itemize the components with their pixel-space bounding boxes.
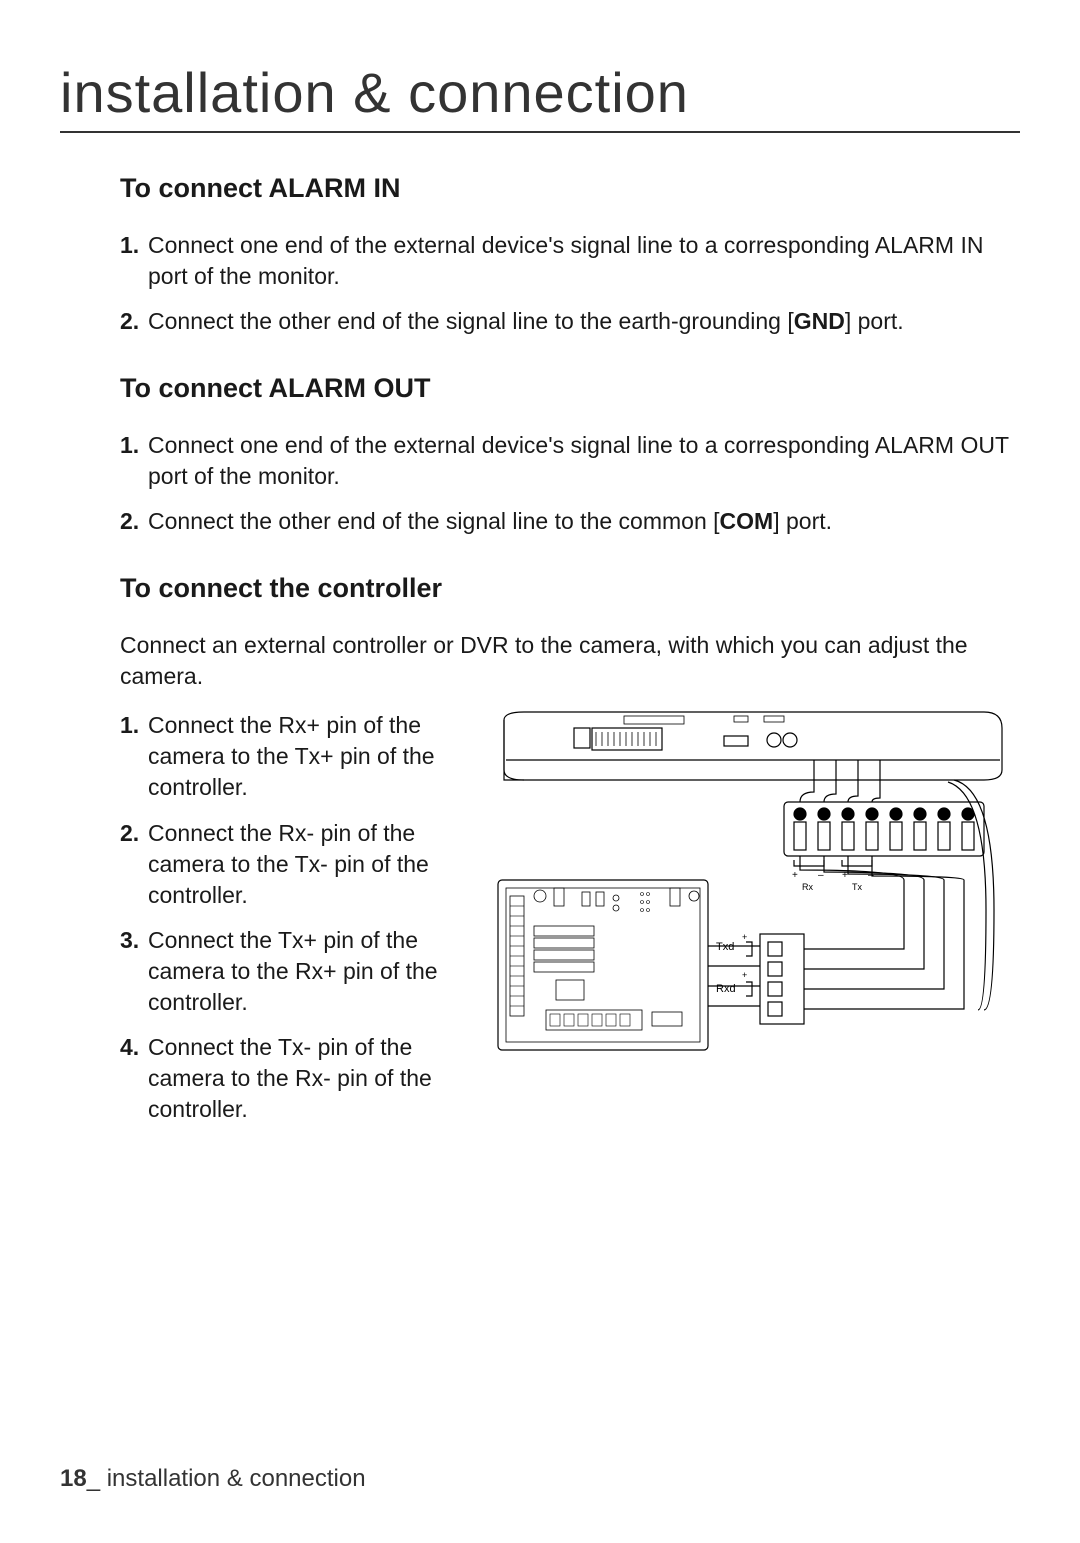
step: 1.Connect one end of the external device… bbox=[120, 430, 1020, 492]
steps-alarm-in: 1.Connect one end of the external device… bbox=[120, 230, 1020, 337]
wiring-diagram: Txd Rxd + + + – + – Rx Tx bbox=[484, 710, 1004, 1070]
step: 2.Connect the other end of the signal li… bbox=[120, 506, 1020, 537]
section-alarm-out: To connect ALARM OUT 1.Connect one end o… bbox=[120, 373, 1020, 537]
step-text: Connect the Tx+ pin of the camera to the… bbox=[148, 927, 438, 1015]
label-plus: + bbox=[742, 932, 747, 942]
label-tx: Tx bbox=[852, 882, 862, 892]
step-text: Connect one end of the external device's… bbox=[148, 232, 983, 289]
step-text: Connect the Rx+ pin of the camera to the… bbox=[148, 712, 435, 800]
step-text: Connect one end of the external device's… bbox=[148, 432, 1009, 489]
page-number: 18 bbox=[60, 1465, 87, 1492]
step: 2.Connect the other end of the signal li… bbox=[120, 306, 1020, 337]
heading-alarm-out: To connect ALARM OUT bbox=[120, 373, 1020, 404]
step-text: Connect the other end of the signal line… bbox=[148, 308, 904, 334]
footer-text: _ installation & connection bbox=[87, 1465, 366, 1492]
label-plus: + bbox=[742, 970, 747, 980]
section-alarm-in: To connect ALARM IN 1.Connect one end of… bbox=[120, 173, 1020, 337]
step: 1.Connect one end of the external device… bbox=[120, 230, 1020, 292]
step: 1.Connect the Rx+ pin of the camera to t… bbox=[120, 710, 460, 803]
step: 4.Connect the Tx- pin of the camera to t… bbox=[120, 1032, 460, 1125]
label-minus: – bbox=[818, 870, 824, 881]
label-minus: – bbox=[868, 870, 874, 881]
step-text: Connect the Tx- pin of the camera to the… bbox=[148, 1034, 432, 1122]
step-text: Connect the other end of the signal line… bbox=[148, 508, 832, 534]
step: 2.Connect the Rx- pin of the camera to t… bbox=[120, 818, 460, 911]
heading-alarm-in: To connect ALARM IN bbox=[120, 173, 1020, 204]
intro-controller: Connect an external controller or DVR to… bbox=[120, 630, 1020, 692]
step: 3.Connect the Tx+ pin of the camera to t… bbox=[120, 925, 460, 1018]
section-controller: To connect the controller Connect an ext… bbox=[120, 573, 1020, 1139]
label-plus: + bbox=[792, 870, 798, 881]
steps-controller: 1.Connect the Rx+ pin of the camera to t… bbox=[120, 710, 460, 1125]
step-text: Connect the Rx- pin of the camera to the… bbox=[148, 820, 429, 908]
label-plus: + bbox=[842, 870, 848, 881]
label-txd: Txd bbox=[716, 941, 734, 953]
steps-alarm-out: 1.Connect one end of the external device… bbox=[120, 430, 1020, 537]
page-title: installation & connection bbox=[60, 60, 1020, 133]
label-rx: Rx bbox=[802, 882, 813, 892]
page-footer: 18_ installation & connection bbox=[60, 1465, 366, 1493]
heading-controller: To connect the controller bbox=[120, 573, 1020, 604]
label-rxd: Rxd bbox=[716, 983, 736, 995]
